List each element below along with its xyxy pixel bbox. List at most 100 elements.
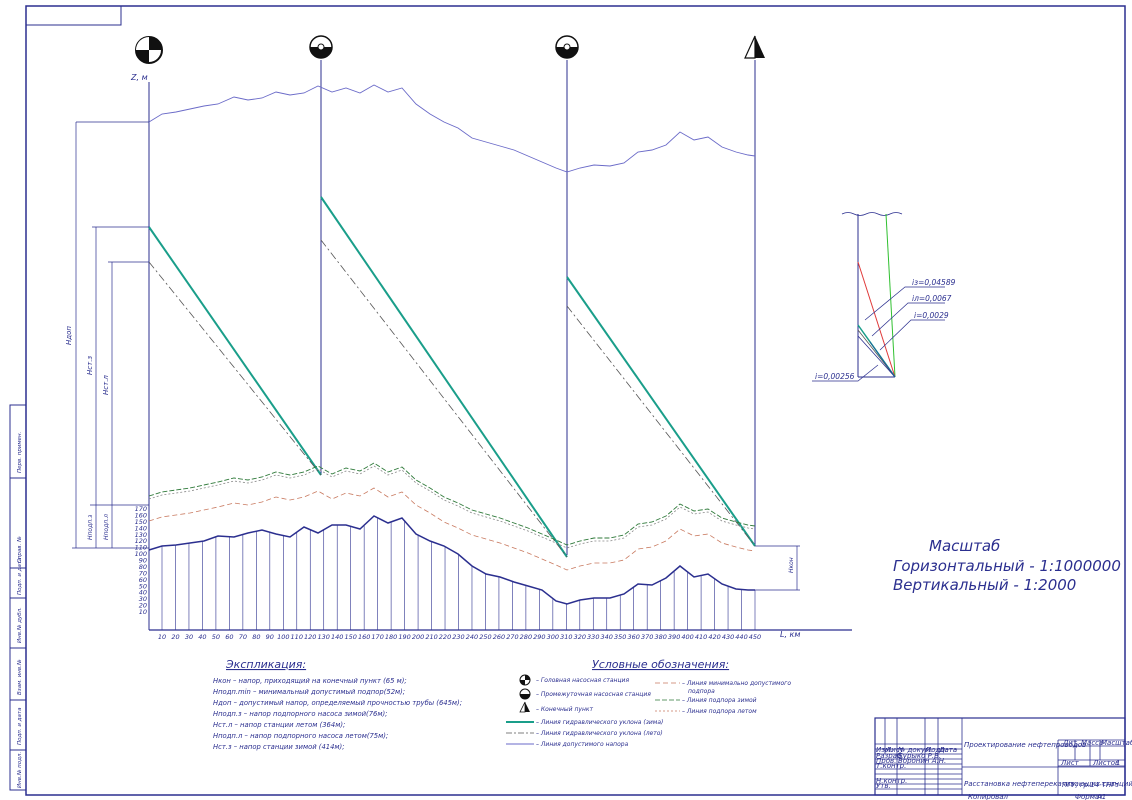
- x-tick-label: 310: [560, 633, 572, 641]
- legend-item: – Линия подпора зимой: [682, 697, 757, 704]
- legend-symbols: [506, 674, 680, 745]
- explication-item: Hподп.л – напор подпорного насоса летом(…: [213, 732, 388, 740]
- legend-item: – Линия минимально допустимого: [682, 680, 791, 687]
- y-tick-label: 80: [139, 563, 147, 571]
- title-block: [874, 717, 1126, 796]
- tb-masshtab: Масштаб: [1101, 739, 1132, 747]
- winter-subpressure-line: [148, 462, 756, 546]
- slope-construction: [812, 212, 945, 382]
- x-tick-label: 260: [493, 633, 505, 641]
- x-tick-label: 180: [385, 633, 397, 641]
- corner-stamp: [26, 6, 122, 26]
- z-axis-label: Z, м: [130, 73, 148, 82]
- tb-format: Формат: [1075, 793, 1104, 800]
- legend-item: – Линия гидравлического уклона (лето): [536, 730, 663, 737]
- x-tick-label: 410: [695, 633, 707, 641]
- x-tick-label: 70: [239, 633, 247, 641]
- explication-item: Hподп.min – минимальный допустимый подпо…: [213, 688, 405, 696]
- x-tick-label: 420: [708, 633, 720, 641]
- x-tick-label: 380: [654, 633, 666, 641]
- legend-item: – Линия подпора летом: [682, 708, 757, 715]
- tb-header: Подп.: [926, 746, 947, 754]
- x-tick-label: 280: [520, 633, 532, 641]
- x-tick-label: 360: [627, 633, 639, 641]
- head-pump-station-icon: [135, 36, 163, 64]
- legend-title: Условные обозначения:: [592, 658, 729, 671]
- tb-razrab-name: Бурыко Р.В.: [898, 752, 941, 760]
- side-label: Подп. и дата: [17, 707, 23, 745]
- x-tick-label: 200: [412, 633, 424, 641]
- left-side-strip: [9, 404, 27, 791]
- sheet-outer-frame: [25, 5, 1126, 796]
- tb-prov-name: Воронин А.Н.: [898, 757, 946, 765]
- x-tick-label: 230: [452, 633, 464, 641]
- min-allowed-subpressure-line: [148, 487, 756, 571]
- x-tick-label: 330: [587, 633, 599, 641]
- side-label: Взам. инв.№: [17, 659, 23, 695]
- tb-header: № докум.: [897, 746, 933, 754]
- y-tick-label: 70: [139, 569, 147, 577]
- x-tick-label: 350: [614, 633, 626, 641]
- x-tick-label: 30: [185, 633, 193, 641]
- tb-header: Дата: [938, 746, 957, 754]
- y-tick-label: 100: [135, 550, 147, 558]
- y-tick-label: 60: [139, 576, 147, 584]
- side-label: Инв.№ подл.: [17, 752, 23, 788]
- legend-item: – Головная насосная станция: [536, 677, 629, 684]
- tb-prov: Пров.: [876, 757, 896, 765]
- y-tick-label: 50: [139, 582, 147, 590]
- x-tick-label: 300: [547, 633, 559, 641]
- tb-tkontr: Т.контр.: [876, 762, 906, 770]
- tb-razrab: Разраб.: [876, 752, 904, 760]
- tb-header: Изм.: [876, 746, 892, 754]
- legend-text: – Головная насосная станция – Промежуточн…: [536, 677, 791, 748]
- head-dimension-lines: [72, 121, 149, 549]
- legend-item: подпора: [688, 688, 715, 695]
- legend-item: – Конечный пункт: [536, 706, 593, 713]
- h-kon-label: Hкон: [788, 557, 795, 573]
- legend-intermediate-station-icon: [519, 688, 531, 700]
- explication-item: Hподп.з – напор подпорного насоса зимой(…: [213, 710, 387, 718]
- x-tick-label: 210: [425, 633, 437, 641]
- summer-subpressure-line: [148, 465, 756, 549]
- y-tick-label: 10: [139, 608, 147, 616]
- tb-utv: Утв.: [876, 782, 891, 790]
- h-podp-z-label: Hподп.з: [87, 515, 94, 540]
- station-vertical-lines: [148, 60, 756, 630]
- tb-format-val: А1: [1096, 793, 1106, 800]
- side-label: Подп. и дата: [17, 557, 23, 595]
- y-tick-label: 160: [135, 511, 147, 519]
- l-axis-label: L, км: [780, 630, 800, 639]
- x-tick-label: 370: [641, 633, 653, 641]
- x-tick-label: 10: [158, 633, 166, 641]
- explication-title: Экспликация:: [225, 658, 306, 671]
- x-tick-label: 50: [212, 633, 220, 641]
- tb-org: ПГУ, гр.14-ТНГз: [1062, 781, 1119, 789]
- x-tick-label: 240: [466, 633, 478, 641]
- x-tick-label: 340: [601, 633, 613, 641]
- intermediate-pump-station-icon: [309, 35, 333, 59]
- x-tick-label: 150: [344, 633, 356, 641]
- legend-item: – Линия гидравлического уклона (зима): [536, 719, 663, 726]
- tb-title: Проектирование нефтепроводов: [964, 741, 1086, 749]
- x-tick-label: 170: [371, 633, 383, 641]
- h-podp-l-label: Hподп.л: [103, 514, 110, 540]
- y-tick-label: 30: [139, 595, 147, 603]
- x-tick-label: 120: [304, 633, 316, 641]
- x-tick-label: 100: [277, 633, 289, 641]
- x-tick-label: 20: [171, 633, 179, 641]
- legend-end-point-icon: [519, 701, 530, 713]
- y-tick-label: 150: [135, 518, 147, 526]
- legend-head-station-icon: [519, 674, 531, 686]
- slope-label-winter: iз=0,04589: [912, 278, 956, 287]
- explication-item: Hкон – напор, приходящий на конечный пун…: [213, 677, 407, 685]
- tb-listov-val: 1: [1116, 759, 1120, 767]
- x-tick-label: 110: [291, 633, 303, 641]
- terrain-hatch-lines: [161, 517, 756, 630]
- x-tick-label: 40: [198, 633, 206, 641]
- x-tick-label: 290: [533, 633, 545, 641]
- hydraulic-slope-winter: [148, 196, 756, 558]
- h-st-z-label: Hст.з: [86, 356, 94, 375]
